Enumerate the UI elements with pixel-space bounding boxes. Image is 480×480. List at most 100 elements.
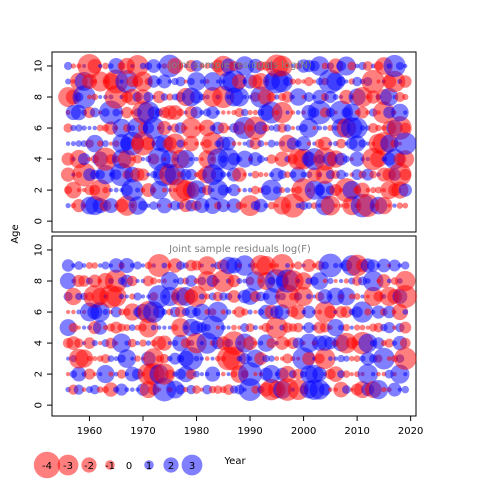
residual-bubble [399,75,412,88]
residual-bubble [267,139,276,148]
residual-bubble [149,201,158,210]
residual-bubble [96,364,115,384]
residual-bubble [383,54,406,78]
residual-bubble [203,72,222,91]
residual-bubble [258,171,264,178]
residual-bubble [393,284,417,309]
y-tick-label: 8 [34,278,45,284]
residual-bubble [334,152,348,166]
residual-bubble [65,203,71,209]
residual-bubble [395,270,416,292]
residual-bubble [81,325,87,330]
residual-bubble [333,356,338,361]
residual-bubble [96,386,104,393]
residual-bubble [376,371,381,377]
residual-bubble [217,184,229,196]
residual-bubble [257,140,265,148]
residual-bubble [210,356,215,361]
residual-bubble [147,254,171,277]
residual-bubble [167,325,172,330]
residual-bubble [403,63,408,69]
residual-bubble [342,103,361,122]
residual-bubble [305,293,312,300]
residual-bubble [398,183,412,197]
residual-bubble [268,355,275,362]
residual-bubble [348,293,355,300]
panel-log-f: 0 2 4 6 8 10 Joint sample residuals log(F) [34,235,417,417]
residual-bubble [248,152,263,167]
legend-bubble [33,451,61,479]
residual-bubble [229,87,249,107]
residual-bubble [75,292,83,301]
residual-bubble [216,199,230,213]
residual-bubble [100,353,111,364]
residual-bubble [304,76,314,87]
residual-bubble [253,372,258,377]
residual-bubble [175,76,186,87]
residual-bubble [207,301,229,323]
bubble-layer [59,253,417,402]
residual-bubble [123,324,131,332]
residual-bubble [86,262,93,269]
residual-bubble [373,322,384,333]
residual-bubble [268,125,275,131]
residual-bubble [293,322,304,333]
residual-bubble [90,302,111,322]
residual-bubble [388,259,401,272]
residual-bubble [124,387,130,393]
residual-bubble [290,263,296,268]
residual-bubble [213,385,223,394]
residual-bubble [135,278,140,284]
residual-bubble [234,107,245,118]
residual-bubble [117,323,126,332]
residual-bubble [129,263,135,268]
residual-bubble [176,149,195,169]
residual-bubble [394,347,417,370]
residual-bubble [312,89,327,105]
residual-bubble [242,141,247,146]
residual-bubble [167,105,183,120]
residual-bubble [83,368,96,380]
residual-bubble [359,125,366,131]
residual-bubble [370,186,377,194]
residual-bubble [364,308,372,316]
residual-bubble [387,203,392,208]
residual-bubble [103,198,119,214]
residual-bubble [375,186,382,194]
residual-bubble [274,94,280,100]
residual-bubble [166,93,174,101]
residual-bubble [143,348,165,369]
residual-bubble [139,339,147,347]
residual-bubble [277,123,288,133]
residual-bubble [242,94,247,100]
residual-bubble [130,387,135,392]
residual-bubble [65,181,82,199]
residual-bubble [204,366,221,382]
residual-bubble [370,371,376,377]
residual-bubble [372,337,385,349]
residual-bubble [251,385,260,394]
residual-bubble [176,139,185,148]
residual-bubble [300,171,307,178]
residual-bubble [215,372,220,377]
residual-bubble [233,306,246,318]
residual-bubble [263,172,269,177]
residual-bubble [206,106,219,119]
residual-bubble [226,198,242,213]
residual-bubble [159,353,170,364]
residual-bubble [260,179,283,201]
residual-bubble [295,110,301,115]
residual-bubble [279,365,296,383]
residual-bubble [198,293,205,300]
residual-bubble [141,136,156,151]
residual-bubble [382,305,396,319]
residual-bubble [245,323,255,332]
residual-bubble [239,195,261,217]
residual-bubble [65,371,71,377]
residual-bubble [189,157,194,162]
residual-bubble [401,261,410,270]
residual-bubble [312,125,317,131]
residual-bubble [112,108,121,117]
residual-bubble [352,86,373,108]
residual-bubble [150,324,157,331]
